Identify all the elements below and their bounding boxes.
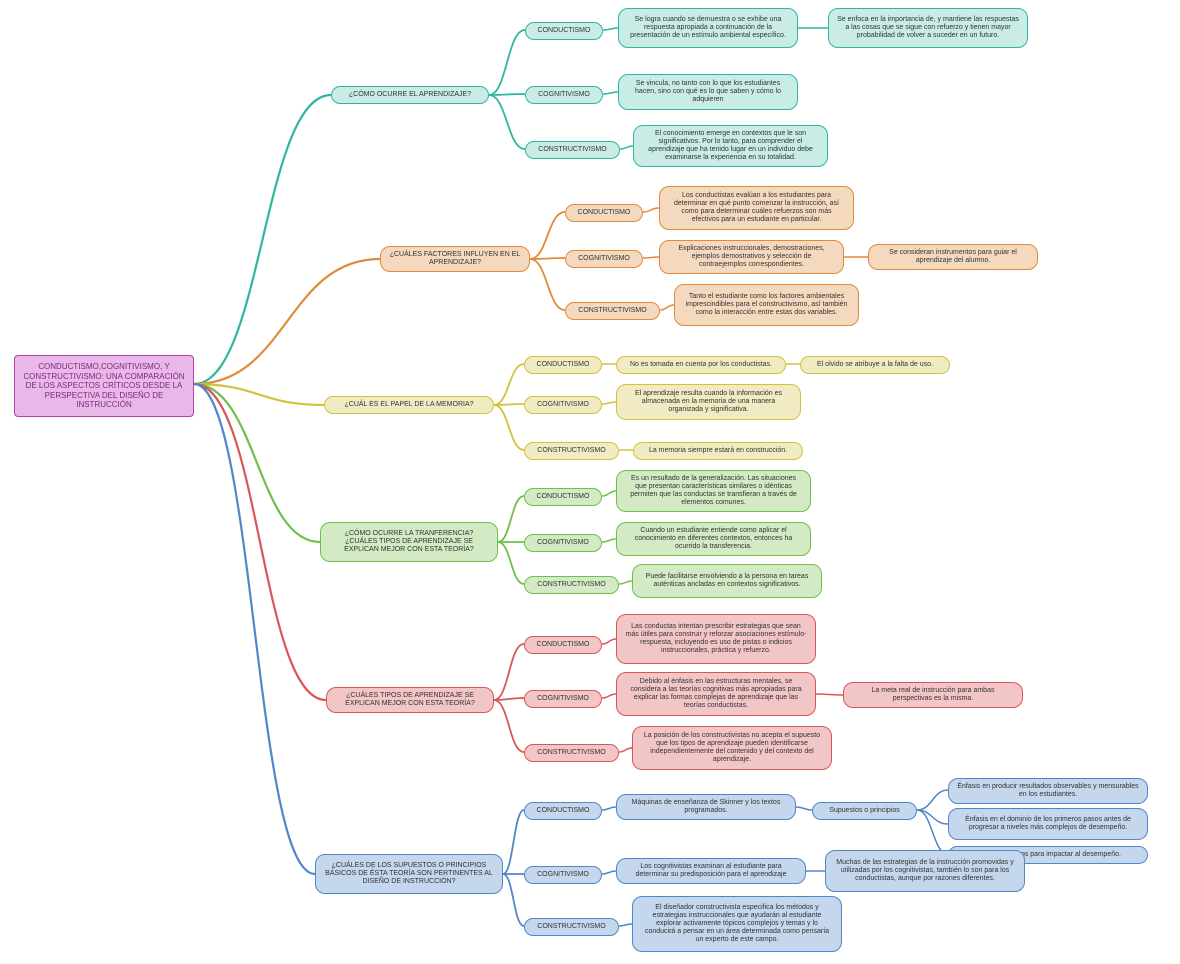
mindmap-node: Las conductas intentan prescribir estrat…: [616, 614, 816, 664]
mindmap-node: Los conductistas evalúan a los estudiant…: [659, 186, 854, 230]
mindmap-node: Máquinas de enseñanza de Skinner y los t…: [616, 794, 796, 820]
mindmap-node: La memoria siempre estará en construcció…: [633, 442, 803, 460]
mindmap-node: COGNITIVISMO: [565, 250, 643, 268]
mindmap-node: CONSTRUCTIVISMO: [565, 302, 660, 320]
mindmap-node: CONSTRUCTIVISMO: [524, 744, 619, 762]
mindmap-node: No es tomada en cuenta por los conductis…: [616, 356, 786, 374]
mindmap-node: El conocimiento emerge en contextos que …: [633, 125, 828, 167]
mindmap-node: Énfasis en el dominio de los primeros pa…: [948, 808, 1148, 840]
mindmap-node: CONDUCTISMO: [524, 356, 602, 374]
mindmap-node: La posición de los constructivistas no a…: [632, 726, 832, 770]
mindmap-node: COGNITIVISMO: [524, 690, 602, 708]
mindmap-node: Debido al énfasis en las estructuras men…: [616, 672, 816, 716]
mindmap-node: CONDUCTISMO: [565, 204, 643, 222]
mindmap-root: CONDUCTISMO,COGNITIVISMO, Y CONSTRUCTIVI…: [14, 355, 194, 417]
mindmap-node: Se logra cuando se demuestra o se exhibe…: [618, 8, 798, 48]
mindmap-node: Tanto el estudiante como los factores am…: [674, 284, 859, 326]
mindmap-node: CONSTRUCTIVISMO: [525, 141, 620, 159]
mindmap-node: El olvido se atribuye a la falta de uso.: [800, 356, 950, 374]
mindmap-node: ¿CUÁL ES EL PAPEL DE LA MEMORIA?: [324, 396, 494, 414]
mindmap-node: El aprendizaje resulta cuando la informa…: [616, 384, 801, 420]
mindmap-node: Cuando un estudiante entiende como aplic…: [616, 522, 811, 556]
mindmap-node: ¿CUÁLES FACTORES INFLUYEN EN EL APRENDIZ…: [380, 246, 530, 272]
mindmap-node: La meta real de instrucción para ambas p…: [843, 682, 1023, 708]
mindmap-node: COGNITIVISMO: [524, 396, 602, 414]
mindmap-node: Puede facilitarse envolviendo a la perso…: [632, 564, 822, 598]
mindmap-node: ¿CÓMO OCURRE LA TRANFERENCIA?¿CUÁLES TIP…: [320, 522, 498, 562]
mindmap-node: Los cognitivistas examinan al estudiante…: [616, 858, 806, 884]
mindmap-node: CONSTRUCTIVISMO: [524, 576, 619, 594]
mindmap-node: Se enfoca en la importancia de, y mantie…: [828, 8, 1028, 48]
mindmap-node: ¿CUÁLES TIPOS DE APRENDIZAJE SE EXPLICAN…: [326, 687, 494, 713]
mindmap-node: Se consideran instrumentos para guiar el…: [868, 244, 1038, 270]
mindmap-node: CONDUCTISMO: [524, 802, 602, 820]
mindmap-node: CONDUCTISMO: [524, 488, 602, 506]
mindmap-node: COGNITIVISMO: [524, 866, 602, 884]
mindmap-node: El diseñador constructivista especifica …: [632, 896, 842, 952]
mindmap-node: CONDUCTISMO: [525, 22, 603, 40]
mindmap-node: CONSTRUCTIVISMO: [524, 918, 619, 936]
mindmap-node: CONSTRUCTIVISMO: [524, 442, 619, 460]
mindmap-node: COGNITIVISMO: [524, 534, 602, 552]
mindmap-node: Supuestos o principios: [812, 802, 917, 820]
mindmap-node: ¿CUÁLES DE LOS SUPUESTOS O PRINCIPIOS BÁ…: [315, 854, 503, 894]
mindmap-node: Es un resultado de la generalización. La…: [616, 470, 811, 512]
mindmap-node: ¿CÓMO OCURRE EL APRENDIZAJE?: [331, 86, 489, 104]
mindmap-node: CONDUCTISMO: [524, 636, 602, 654]
mindmap-node: COGNITIVISMO: [525, 86, 603, 104]
mindmap-node: Énfasis en producir resultados observabl…: [948, 778, 1148, 804]
mindmap-node: Muchas de las estrategias de la instrucc…: [825, 850, 1025, 892]
mindmap-node: Se vincula, no tanto con lo que los estu…: [618, 74, 798, 110]
mindmap-node: Explicaciones instruccionales, demostrac…: [659, 240, 844, 274]
